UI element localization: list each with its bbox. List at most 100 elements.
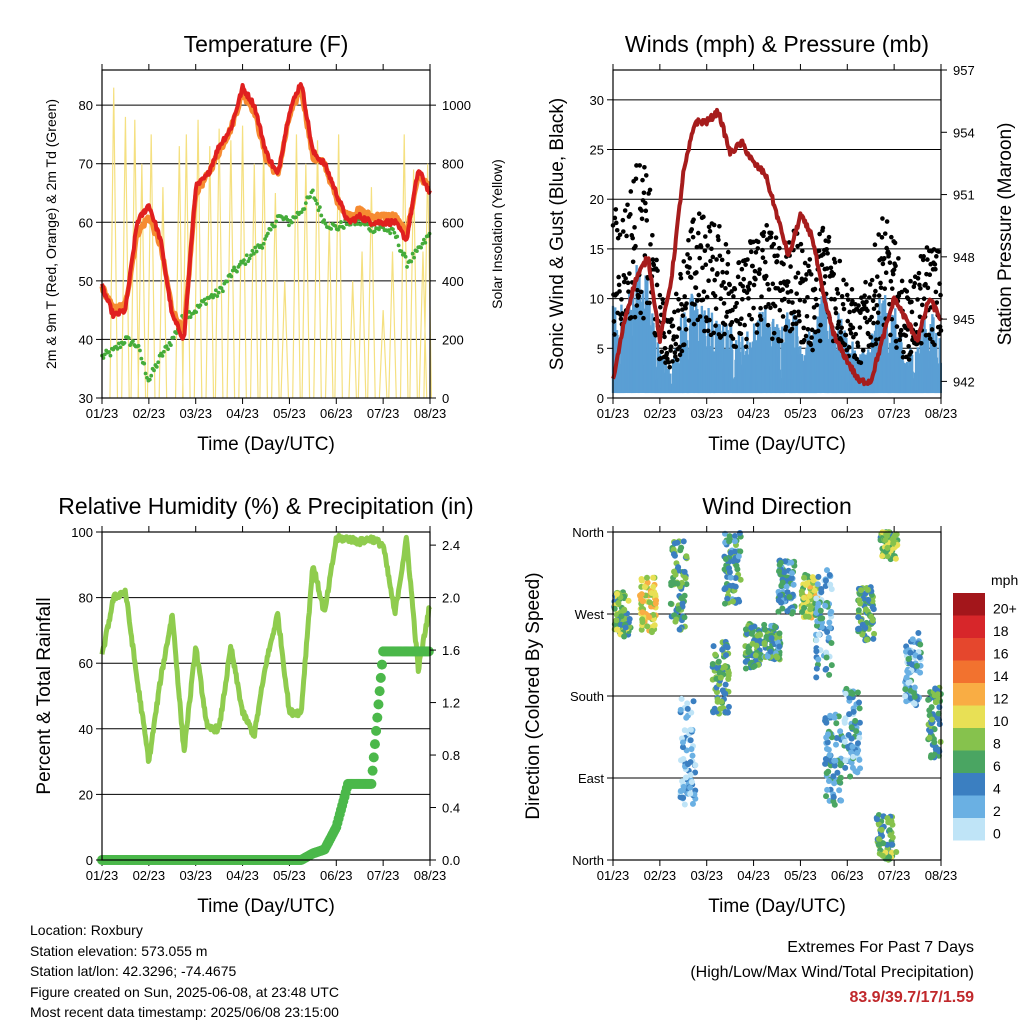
gust-point	[746, 296, 751, 301]
direction-point	[889, 841, 896, 848]
direction-point	[856, 705, 863, 712]
direction-point	[822, 602, 829, 609]
gust-point	[929, 327, 935, 332]
gust-point	[700, 297, 706, 303]
dewpoint-point	[308, 195, 312, 199]
direction-point	[823, 793, 830, 800]
x-tick-label: 03/23	[690, 406, 723, 421]
direction-point	[817, 607, 824, 614]
gust-point	[670, 359, 675, 364]
gust-point	[650, 257, 656, 262]
direction-point	[884, 815, 891, 822]
precip-point	[368, 752, 379, 763]
gust-point	[611, 319, 617, 324]
gust-point	[617, 232, 623, 238]
direction-point	[902, 686, 909, 693]
direction-point	[646, 599, 653, 606]
direction-point	[710, 643, 717, 650]
gust-point	[760, 255, 766, 261]
direction-point	[679, 739, 686, 746]
direction-point	[727, 574, 734, 581]
colorbar-swatch	[953, 593, 985, 616]
gust-point	[644, 218, 650, 223]
direction-point	[850, 753, 857, 760]
dewpoint-point	[237, 262, 242, 267]
gust-point	[695, 230, 701, 236]
direction-point	[928, 752, 935, 759]
direction-point	[849, 743, 856, 750]
direction-point	[727, 549, 734, 556]
panel-1-ylabel-right: Solar Insolation (Yellow)	[489, 159, 505, 309]
direction-point	[775, 608, 782, 615]
gust-point	[850, 325, 856, 331]
gust-point	[628, 189, 634, 194]
direction-point	[713, 689, 720, 696]
dewpoint-point	[399, 249, 404, 254]
gust-point	[906, 357, 912, 362]
gust-point	[802, 260, 808, 266]
gust-point	[619, 297, 624, 302]
direction-point	[815, 631, 822, 638]
gust-point	[803, 277, 808, 282]
gust-point	[838, 329, 844, 335]
gust-point	[833, 306, 838, 311]
direction-point	[814, 581, 821, 588]
gust-point	[717, 223, 722, 229]
gust-point	[720, 269, 725, 275]
direction-point	[913, 662, 920, 669]
gust-point	[643, 200, 648, 206]
gust-point	[733, 344, 739, 349]
direction-point	[823, 756, 830, 763]
gust-point	[915, 297, 920, 302]
direction-point	[858, 587, 865, 594]
gust-point	[735, 274, 741, 280]
direction-point	[926, 734, 933, 741]
direction-point	[733, 562, 740, 569]
gust-point	[824, 266, 830, 271]
precip-y-label: 0.0	[442, 853, 460, 868]
gust-point	[785, 279, 791, 285]
gust-point	[812, 286, 818, 292]
gust-point	[746, 287, 752, 292]
direction-point	[905, 670, 912, 677]
gust-point	[889, 234, 894, 240]
direction-point	[719, 646, 726, 653]
gust-point	[816, 248, 822, 253]
latlon-text: Station lat/lon: 42.3296; -74.4675	[30, 963, 237, 979]
wind-y-label: 5	[597, 341, 604, 356]
gust-point	[859, 295, 864, 301]
direction-point	[650, 574, 657, 581]
gust-point	[715, 271, 720, 276]
direction-point	[674, 580, 681, 587]
x-tick-label: 03/23	[179, 406, 212, 421]
direction-point	[744, 630, 751, 637]
gust-point	[817, 338, 823, 344]
direction-point	[614, 590, 621, 597]
direction-point	[614, 626, 621, 633]
colorbar-swatch	[953, 773, 985, 796]
gust-point	[813, 296, 819, 302]
direction-point	[722, 681, 729, 688]
dewpoint-point	[419, 245, 423, 250]
gust-point	[794, 291, 799, 296]
gust-point	[724, 314, 729, 319]
gust-point	[777, 307, 783, 313]
direction-point	[848, 735, 855, 742]
direction-point	[886, 854, 893, 861]
gust-point	[702, 328, 707, 334]
gust-point	[738, 331, 744, 337]
gust-point	[672, 350, 678, 355]
direction-point	[813, 622, 820, 629]
gust-point	[843, 332, 849, 338]
dewpoint-point	[188, 315, 193, 319]
precip-y-label: 1.2	[442, 696, 460, 711]
gust-point	[755, 322, 760, 327]
gust-point	[623, 276, 628, 281]
direction-point	[801, 574, 808, 581]
dewpoint-point	[339, 220, 343, 224]
direction-point	[680, 538, 687, 545]
panel-2-title: Winds (mph) & Pressure (mb)	[625, 31, 929, 57]
temp-y-label: 40	[79, 332, 93, 347]
gust-point	[873, 288, 878, 294]
gust-point	[687, 265, 692, 270]
